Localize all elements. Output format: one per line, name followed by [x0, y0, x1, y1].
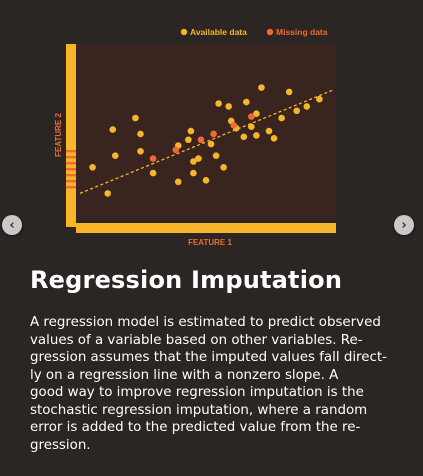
- available-data-point-31: [278, 114, 285, 122]
- available-data-point-32: [285, 88, 293, 96]
- available-data-point-12: [190, 158, 197, 165]
- x-axis-label: FEATURE 1: [188, 238, 232, 247]
- available-data-point-24: [243, 98, 250, 106]
- available-data-point-16: [207, 140, 215, 148]
- available-data-point-25: [248, 123, 255, 130]
- available-data-point-15: [202, 177, 210, 184]
- missing-data-point-1: [172, 146, 180, 154]
- available-data-point-29: [265, 127, 273, 135]
- chevron-right-icon: ›: [401, 217, 407, 233]
- available-data-point-10: [185, 136, 192, 144]
- y-axis-missing-ticks: [66, 150, 76, 189]
- available-data-point-34: [303, 103, 311, 110]
- available-data-point-19: [220, 164, 227, 171]
- available-data-point-27: [253, 110, 260, 117]
- description-text: A regression model is estimated to predi…: [30, 315, 387, 453]
- available-data-point-6: [137, 148, 144, 155]
- legend-available-marker: [180, 28, 188, 36]
- available-data-point-18: [215, 100, 222, 107]
- regression-line: [79, 89, 333, 195]
- previous-slide-button[interactable]: ‹: [2, 215, 22, 235]
- legend-available-label: Available data: [190, 27, 247, 37]
- available-data-point-1: [109, 126, 117, 133]
- available-data-point-0: [89, 164, 96, 171]
- available-data-point-26: [253, 132, 260, 139]
- page-title: Regression Imputation: [30, 266, 343, 294]
- available-data-point-20: [225, 103, 232, 110]
- available-data-point-23: [240, 133, 248, 141]
- missing-data-point-4: [230, 121, 238, 129]
- available-data-point-33: [293, 107, 301, 115]
- y-axis-bar: [66, 44, 76, 227]
- available-data-point-2: [111, 152, 119, 159]
- data-points: [89, 84, 323, 197]
- available-data-point-5: [137, 130, 144, 138]
- legend-missing-label: Missing data: [276, 27, 328, 37]
- available-data-point-13: [190, 169, 197, 177]
- chart-legend: Available data Missing data: [180, 27, 328, 37]
- next-slide-button[interactable]: ›: [394, 215, 414, 235]
- available-data-point-30: [270, 135, 278, 142]
- available-data-point-7: [149, 169, 157, 177]
- missing-data-point-2: [197, 136, 205, 144]
- available-data-point-35: [316, 95, 323, 103]
- x-axis-bar: [76, 223, 336, 233]
- plot-area: [76, 44, 336, 219]
- legend-missing-marker: [266, 28, 274, 36]
- available-data-point-8: [174, 178, 182, 186]
- available-data-point-3: [104, 190, 112, 197]
- available-data-point-28: [258, 84, 265, 91]
- missing-data-point-3: [210, 130, 217, 138]
- available-data-point-17: [212, 152, 220, 159]
- available-data-point-11: [187, 127, 195, 135]
- available-data-point-4: [132, 114, 139, 122]
- missing-data-point-0: [149, 155, 157, 162]
- missing-data-point-5: [248, 113, 255, 120]
- available-data-point-14: [195, 155, 202, 162]
- scatter-chart: FEATURE 1 FEATURE 2 Available data Missi…: [54, 27, 336, 247]
- y-axis-label: FEATURE 2: [54, 113, 63, 157]
- chevron-left-icon: ‹: [9, 217, 15, 233]
